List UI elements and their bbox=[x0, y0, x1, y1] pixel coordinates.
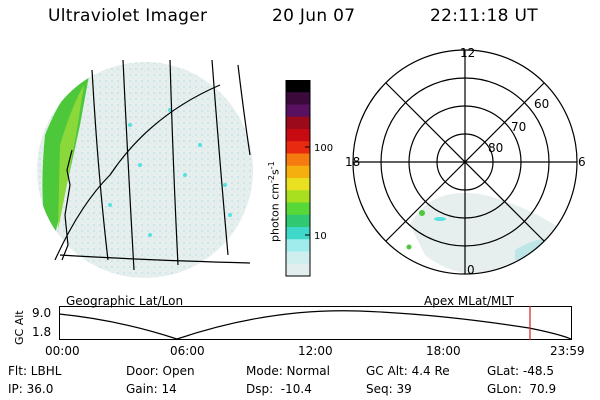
colorbar-unit-label: photon cm-2s-1 bbox=[267, 161, 282, 242]
geo-auroral-oval-core bbox=[58, 85, 84, 230]
geographic-panel-label: Geographic Lat/Lon bbox=[66, 294, 184, 308]
colorbar-swatch bbox=[286, 116, 310, 130]
colorbar-swatch bbox=[286, 141, 310, 155]
geo-coastline bbox=[61, 149, 73, 261]
info-seq: Seq: 39 bbox=[366, 382, 412, 396]
colorbar-swatch bbox=[286, 202, 310, 216]
colorbar-swatch bbox=[286, 190, 310, 204]
alt-x-tick-1800: 18:00 bbox=[426, 344, 461, 358]
info-dsp: Dsp: -10.4 bbox=[246, 382, 312, 396]
lat-label-60: 60 bbox=[534, 97, 550, 111]
alt-x-tick-2359: 23:59 bbox=[550, 344, 585, 358]
colorbar-swatch bbox=[286, 80, 310, 93]
alt-x-tick-0600: 06:00 bbox=[170, 344, 205, 358]
polar-panel-label: Apex MLat/MLT bbox=[424, 294, 514, 308]
alt-y-tick-high: 9.0 bbox=[32, 306, 52, 320]
mlt-label-18: 18 bbox=[345, 155, 361, 169]
colorbar-frame bbox=[285, 80, 311, 277]
mlt-label-0: 0 bbox=[467, 263, 475, 277]
polar-cyan-spot bbox=[434, 217, 446, 221]
polar-bright-spot-2 bbox=[406, 244, 412, 250]
alt-x-tick-1200: 12:00 bbox=[298, 344, 333, 358]
colorbar-swatch bbox=[286, 153, 310, 167]
colorbar-swatch bbox=[286, 251, 310, 265]
alt-x-tick-0000: 00:00 bbox=[45, 344, 80, 358]
alt-y-tick-low: 1.8 bbox=[32, 325, 52, 339]
colorbar-swatch bbox=[286, 214, 310, 228]
colorbar-swatch bbox=[286, 263, 310, 277]
info-gc-alt: GC Alt: 4.4 Re bbox=[366, 364, 450, 378]
info-ip: IP: 36.0 bbox=[8, 382, 54, 396]
time-label: 22:11:18 UT bbox=[430, 6, 538, 26]
colorbar-swatch bbox=[286, 165, 310, 179]
altitude-plot bbox=[59, 306, 572, 340]
colorbar-swatch bbox=[286, 104, 310, 118]
mlt-label-6: 6 bbox=[578, 155, 586, 169]
info-mode: Mode: Normal bbox=[246, 364, 330, 378]
polar-bright-spot bbox=[419, 210, 425, 216]
colorbar: 100 10 bbox=[285, 80, 333, 277]
geo-graticule-lines bbox=[54, 59, 251, 271]
colorbar-swatch bbox=[286, 178, 310, 191]
colorbar-swatch bbox=[286, 227, 310, 240]
colorbar-tick-label: 10 bbox=[314, 231, 327, 242]
polar-grid bbox=[352, 49, 578, 275]
altitude-curve bbox=[59, 310, 572, 340]
colorbar-tick-label: 100 bbox=[314, 143, 333, 154]
lat-label-80: 80 bbox=[488, 141, 504, 155]
colorbar-swatch bbox=[286, 92, 310, 106]
polar-plot-panel bbox=[352, 49, 578, 275]
colorbar-swatch bbox=[286, 239, 310, 253]
geographic-image-panel bbox=[37, 59, 253, 278]
colorbar-swatch bbox=[286, 129, 310, 142]
instrument-title: Ultraviolet Imager bbox=[48, 6, 208, 26]
date-label: 20 Jun 07 bbox=[272, 6, 356, 26]
info-glat: GLat: -48.5 bbox=[487, 364, 554, 378]
alt-plot-frame bbox=[59, 306, 572, 340]
info-gain: Gain: 14 bbox=[126, 382, 177, 396]
mlt-label-12: 12 bbox=[460, 46, 476, 60]
info-door: Door: Open bbox=[126, 364, 195, 378]
alt-axis-label: GC Alt bbox=[13, 310, 26, 345]
lat-label-70: 70 bbox=[511, 120, 527, 134]
info-glon: GLon: 70.9 bbox=[487, 382, 557, 396]
info-filter: Flt: LBHL bbox=[8, 364, 62, 378]
